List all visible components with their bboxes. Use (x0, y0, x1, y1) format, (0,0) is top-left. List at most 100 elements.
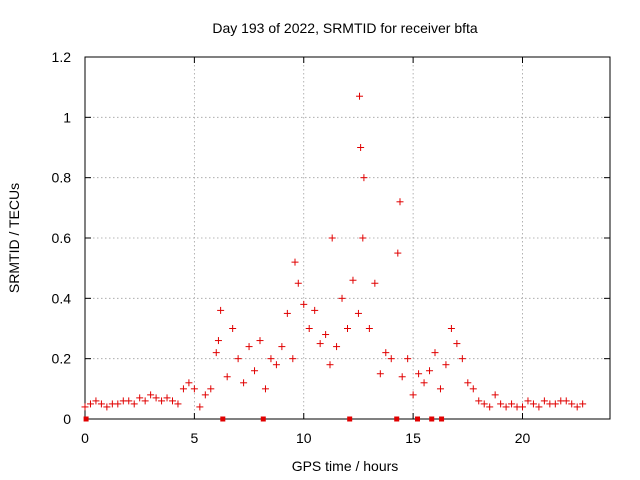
data-point (179, 385, 187, 393)
data-point (92, 397, 100, 405)
data-point (420, 379, 428, 387)
data-point (86, 400, 94, 408)
data-point (278, 343, 286, 351)
data-point (212, 349, 220, 357)
data-point (486, 403, 494, 411)
data-point (415, 370, 423, 378)
data-point (359, 234, 367, 242)
y-tick-label: 0.4 (52, 290, 72, 306)
data-point (387, 355, 395, 363)
data-point (81, 403, 89, 411)
x-axis-label: GPS time / hours (292, 458, 399, 474)
data-point (464, 379, 472, 387)
data-point (360, 174, 368, 182)
data-point (207, 385, 215, 393)
y-tick-label: 1 (63, 109, 71, 125)
y-tick-label: 0 (63, 411, 71, 427)
data-point (174, 400, 182, 408)
data-point (169, 397, 176, 405)
data-point (579, 400, 587, 408)
data-point (196, 403, 204, 411)
data-point (442, 361, 450, 369)
data-point (497, 400, 505, 408)
data-point (480, 400, 488, 408)
data-point (562, 397, 570, 405)
zero-marker (415, 416, 420, 422)
data-point (261, 385, 269, 393)
data-point (354, 309, 362, 317)
y-tick-label: 0.8 (52, 170, 72, 186)
data-point (300, 300, 308, 308)
data-point (365, 325, 373, 332)
data-point (519, 403, 526, 411)
data-point (283, 309, 291, 317)
data-point (185, 379, 193, 387)
zero-marker (220, 416, 226, 422)
data-point (453, 340, 461, 348)
data-point (333, 343, 341, 351)
data-point (136, 394, 144, 402)
zero-marker (429, 416, 435, 422)
data-point (256, 337, 264, 345)
zero-marker (260, 416, 266, 422)
data-point (396, 198, 404, 206)
zero-marker (83, 416, 89, 422)
data-point (357, 144, 365, 151)
data-point (409, 391, 417, 399)
data-point (551, 400, 559, 408)
data-point (524, 397, 532, 405)
data-point (190, 385, 198, 393)
data-point (97, 400, 105, 408)
zero-marker (439, 416, 445, 422)
y-tick-label: 1.2 (52, 49, 72, 65)
data-point (272, 361, 280, 369)
data-point (491, 391, 499, 399)
data-point (502, 403, 510, 411)
x-tick-label: 10 (296, 430, 312, 446)
data-points (81, 92, 587, 411)
x-tick-label: 0 (81, 430, 89, 446)
data-point (289, 355, 297, 363)
data-point (376, 370, 384, 378)
data-point (125, 397, 133, 405)
y-tick-label: 0.6 (52, 230, 72, 246)
data-point (245, 343, 253, 351)
data-point (201, 391, 209, 399)
data-point (535, 403, 543, 411)
data-point (311, 306, 319, 314)
data-point (291, 258, 299, 266)
data-point (251, 367, 259, 375)
grid-lines (85, 57, 610, 419)
data-point (398, 373, 406, 381)
data-point (573, 403, 581, 411)
data-point (540, 397, 548, 405)
data-point (217, 306, 225, 314)
x-tick-label: 15 (405, 430, 421, 446)
data-point (130, 400, 138, 408)
data-point (426, 367, 434, 375)
data-point (371, 279, 379, 287)
data-point (223, 373, 231, 381)
data-point (316, 340, 324, 348)
data-point (404, 355, 412, 363)
data-point (529, 400, 537, 408)
data-point (158, 397, 166, 405)
data-point (447, 325, 455, 332)
data-point (458, 355, 466, 363)
data-point (214, 337, 222, 345)
data-point (382, 349, 390, 357)
data-point (326, 361, 334, 369)
data-point (436, 385, 444, 393)
data-point (344, 325, 351, 332)
data-point (229, 325, 237, 332)
data-point (568, 400, 576, 408)
data-point (294, 279, 302, 287)
data-point (475, 397, 483, 405)
data-point (163, 394, 171, 402)
y-tick-label: 0.2 (52, 351, 72, 367)
data-point (103, 403, 111, 411)
data-point (322, 331, 330, 339)
zero-markers (83, 416, 445, 422)
data-point (431, 349, 439, 357)
axis-ticks (84, 56, 610, 420)
